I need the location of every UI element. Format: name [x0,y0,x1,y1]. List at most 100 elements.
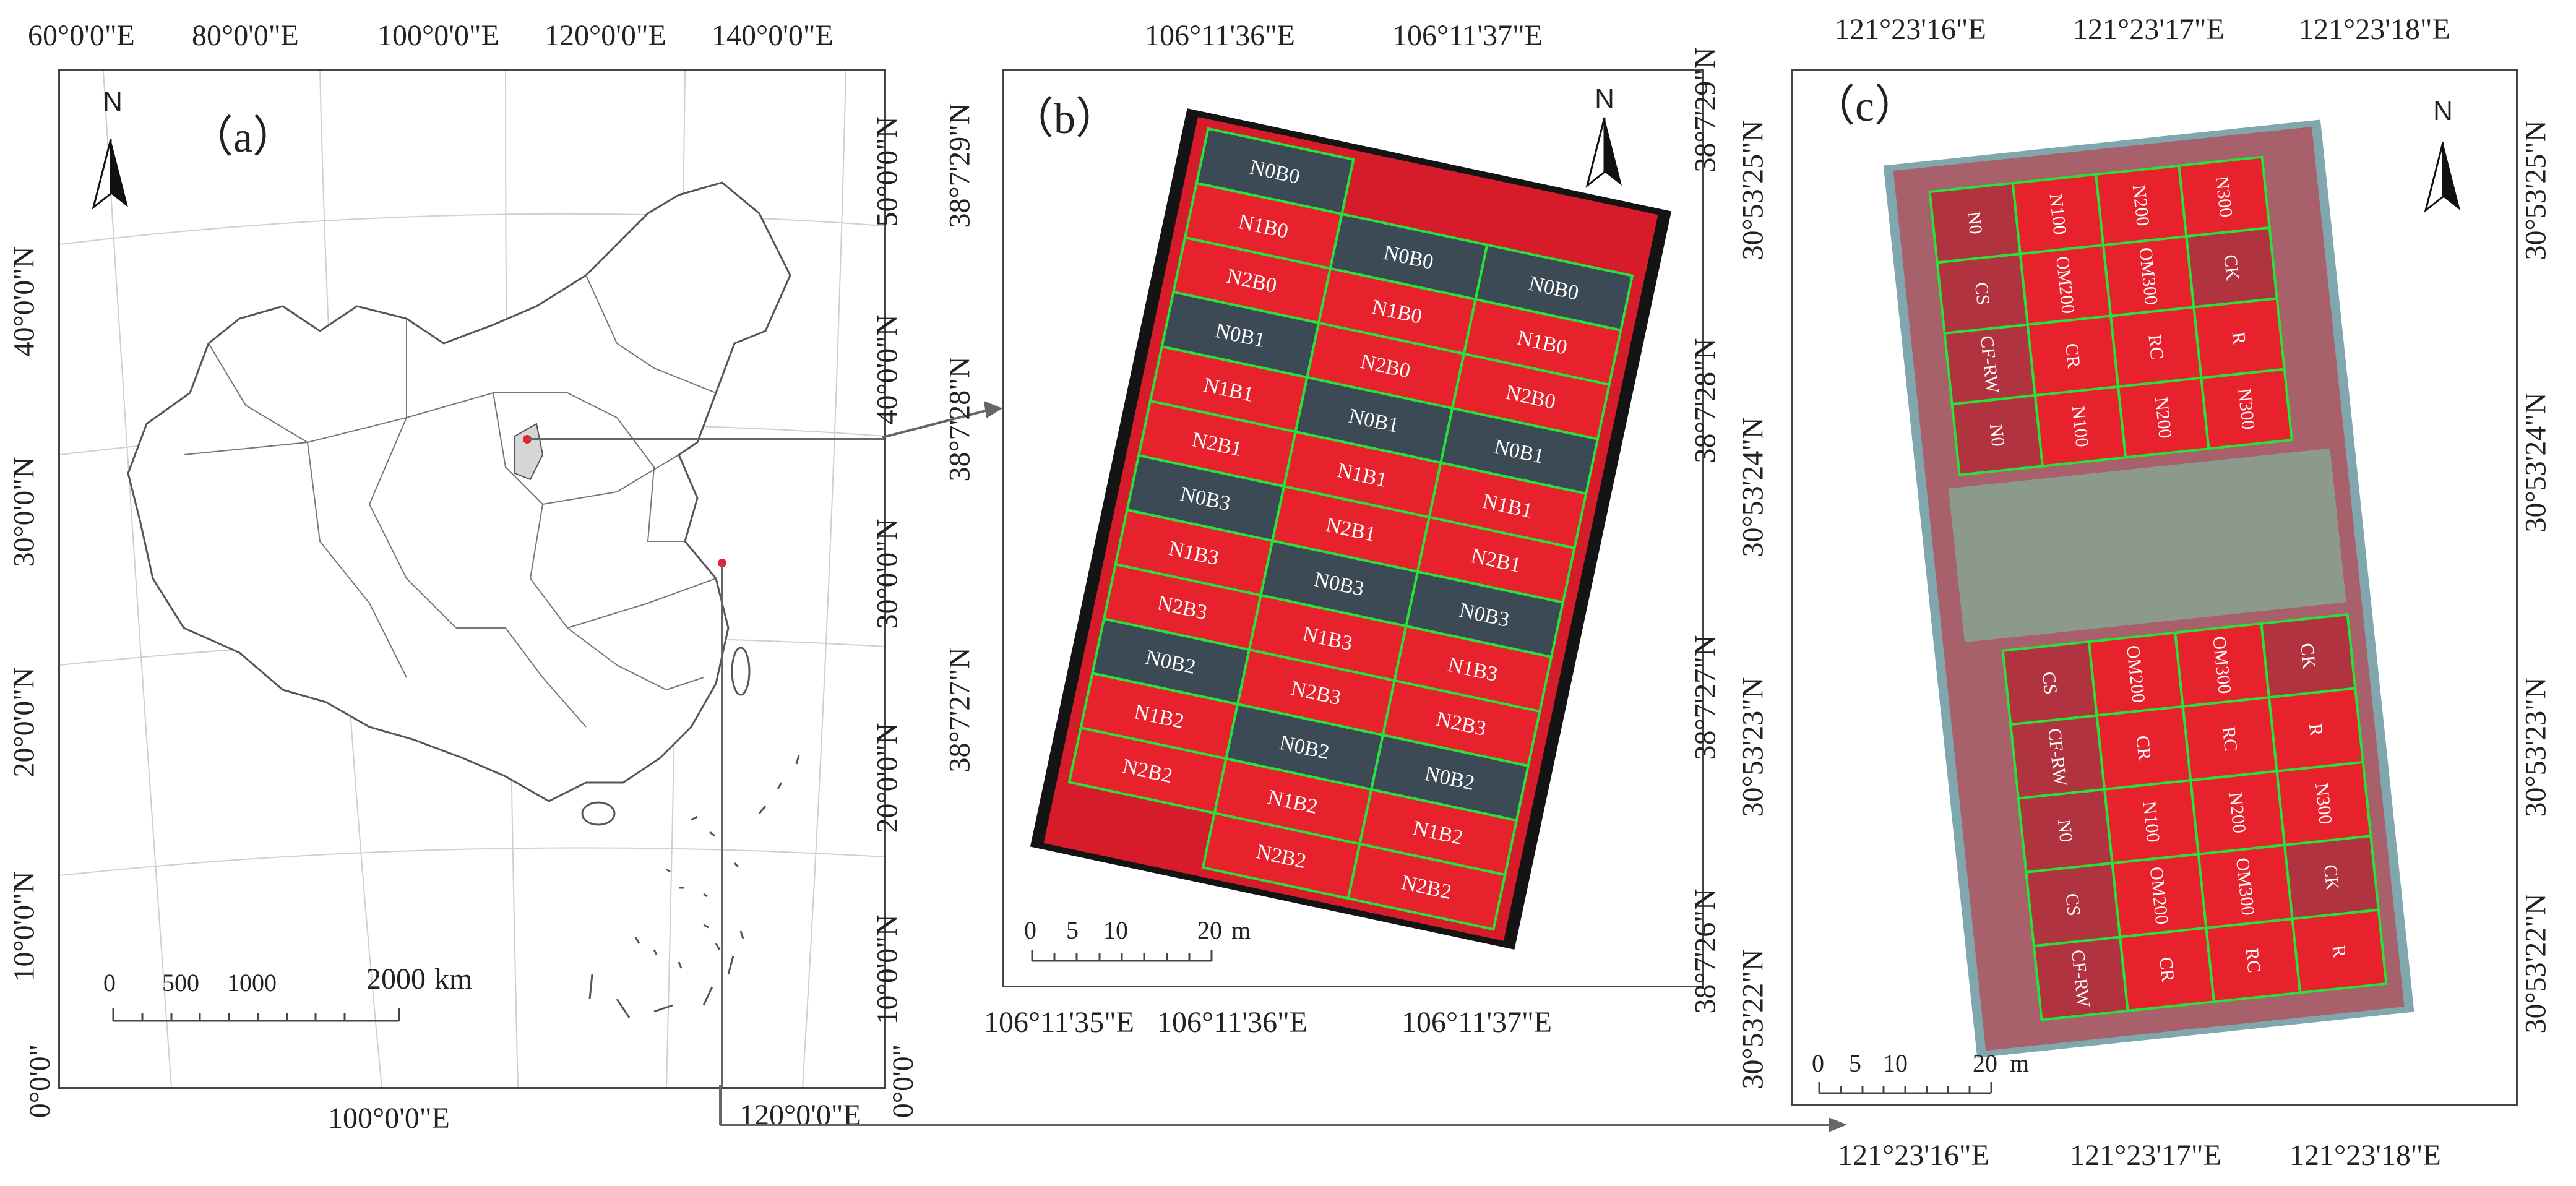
lon-label: 106°11'37"E [1392,19,1543,52]
scale-label-500: 500 [162,969,199,997]
scale-unit: km [434,963,473,995]
lat-label: 30°0'0"N [871,518,904,629]
lon-label: 121°23'16"E [1835,13,1986,46]
lon-label: 100°0'0"E [328,1102,450,1135]
plot-label: RC [2241,947,2264,974]
scale-label-5: 5 [1066,916,1079,944]
plot-label: CR [2132,734,2155,761]
plot-label: R [2328,944,2350,958]
lat-label: 30°53'22"N [1736,949,1770,1089]
lat-label: 38°7'28"N [943,356,976,482]
lat-label: 20°0'0"N [871,723,904,833]
scale-label-10: 10 [1883,1049,1908,1077]
scale-label-0: 0 [1024,916,1036,944]
north-label: N [103,87,123,117]
lon-label: 120°0'0"E [739,1099,861,1132]
lat-label: 38°7'27"N [1689,635,1722,760]
lat-label: 10°0'0"N [871,914,904,1025]
lat-label: 30°53'23"N [2519,677,2552,817]
china-map [60,71,884,1087]
lat-label: 38°7'26"N [1689,888,1722,1014]
plot-label: N200 [2129,184,2153,227]
scale-label-5: 5 [1849,1049,1861,1077]
plot-label: N200 [2225,791,2250,835]
ningxia-uav-image: N0B0N1B0N0B0N0B0N2B0N1B0N1B0N0B1N2B0N2B0… [1030,108,1672,962]
shanghai-field-panel: N0 N100 N200 N300 CS OM200 OM300 CK CF-RW CR RC R N0… [1791,69,2518,1106]
lon-label: 140°0'0"E [712,19,834,52]
overview-map-panel: （a） N 0 500 1000 2000 km [58,69,886,1089]
plot-cell [1346,842,1507,931]
lat-label: 30°53'24"N [1736,417,1770,557]
plot-label: N0 [2054,819,2077,843]
lon-label: 120°0'0"E [545,19,666,52]
ningxia-field-panel: N0B0 N1B0 N0B0 N0B0 N2B0 N1B0 N1B0 N0B1 N2B0 N2B0… [1002,69,1704,987]
panel-label: （b） [1010,95,1119,143]
plot-label: CS [1971,281,1994,306]
plot-label: R [2228,331,2250,345]
lon-label: 121°23'18"E [2290,1139,2441,1172]
lon-label: 121°23'18"E [2299,13,2450,46]
plot-label: CR [2155,956,2178,982]
lat-label: 30°53'23"N [1736,677,1770,817]
north-arrow-icon [1585,117,1622,188]
plot-label: CS [2038,671,2061,695]
north-arrow-icon [2424,142,2460,213]
plot-label: N200 [2151,396,2176,439]
plot-label: N0 [1963,210,1986,235]
plot-label: CR [2061,342,2084,369]
plot-label: N100 [2068,405,2093,448]
lat-label: 50°0'0"N [871,116,904,227]
lat-label: 38°7'27"N [943,647,976,773]
lon-label: 106°11'35"E [984,1006,1134,1039]
scale-unit: m [1231,916,1251,944]
lat-label: 38°7'28"N [1689,338,1722,463]
scale-label-20: 20 [1197,916,1222,944]
lat-label: 40°0'0"N [7,246,41,357]
lat-label: 38°7'29"N [943,103,976,228]
north-arrow-icon [92,139,128,210]
lat-label: 30°53'25"N [2519,120,2552,260]
plot-cell [2200,367,2293,450]
plot-label: CK [2320,864,2343,892]
lat-label: 30°53'25"N [1736,120,1770,260]
plot-cell [2291,908,2388,994]
plot-label: N100 [2046,192,2070,236]
panel-label: （a） [190,114,296,161]
lat-label: 40°0'0"N [871,314,904,425]
lon-label: 121°23'16"E [1838,1139,1989,1172]
north-label: N [2433,96,2453,126]
plot-label: RC [2218,726,2241,752]
scale-bar [1818,1082,1992,1094]
scale-label-0: 0 [1812,1049,1824,1077]
scale-unit: m [2010,1049,2030,1077]
scale-label-10: 10 [1103,916,1128,944]
lat-label: 0°0'0" [24,1044,57,1119]
plot-label: RC [2144,333,2167,360]
lat-label: 20°0'0"N [7,667,41,778]
lat-label: 30°53'22"N [2519,893,2552,1034]
plot-label: CK [2296,642,2319,670]
lon-label: 100°0'0"E [377,19,499,52]
lon-label: 121°23'17"E [2070,1139,2221,1172]
lat-label: 30°0'0"N [7,457,41,567]
north-label: N [1595,84,1614,114]
lon-label: 80°0'0"E [192,19,299,52]
scale-label-0: 0 [103,969,116,997]
plot-label: N300 [2234,387,2259,431]
lon-label: 121°23'17"E [2073,13,2225,46]
plot-label: N300 [2311,782,2336,825]
plot-label: CK [2220,254,2242,281]
lon-label: 60°0'0"E [28,19,135,52]
scale-bar [112,1008,400,1022]
plot-label: CS [2061,892,2084,917]
lon-label: 106°11'37"E [1402,1006,1552,1039]
plot-label: N0 [1986,423,2009,447]
panel-label: （c） [1812,83,1918,131]
scale-label-1000: 1000 [227,969,277,997]
lon-label: 106°11'36"E [1145,19,1295,52]
lat-label: 30°53'24"N [2519,392,2552,533]
lat-label: 38°7'29"N [1689,47,1722,173]
plot-label: R [2305,723,2327,737]
